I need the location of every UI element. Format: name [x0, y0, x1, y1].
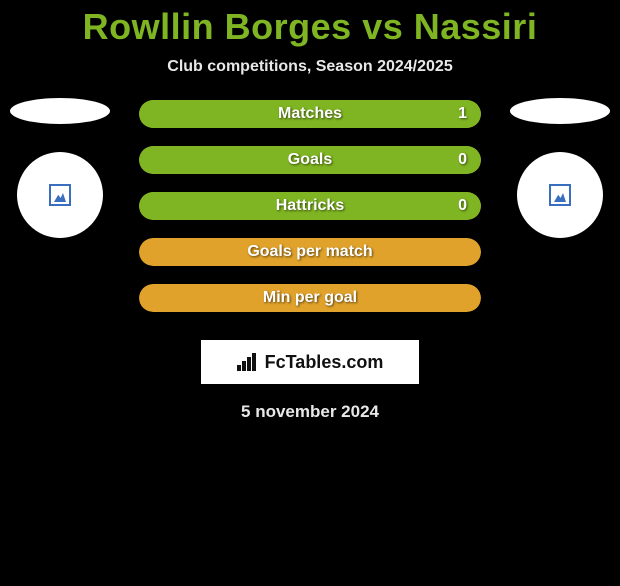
brand-logo-icon — [237, 353, 259, 371]
brand-badge[interactable]: FcTables.com — [201, 340, 419, 384]
disc-right — [510, 98, 610, 124]
stat-row-min-per-goal: Min per goal — [139, 284, 481, 312]
avatar-right — [517, 152, 603, 238]
avatar-left — [17, 152, 103, 238]
player-right — [510, 98, 610, 238]
stat-row-goals-per-match: Goals per match — [139, 238, 481, 266]
placeholder-icon — [549, 184, 571, 206]
page-title: Rowllin Borges vs Nassiri — [0, 6, 620, 48]
stat-label: Matches — [278, 105, 342, 123]
stat-value-right: 0 — [458, 197, 467, 215]
stat-label: Goals — [288, 151, 332, 169]
comparison-arena: Matches 1 Goals 0 Hattricks 0 Goals per … — [0, 98, 620, 312]
stat-label: Goals per match — [247, 243, 372, 261]
stat-row-matches: Matches 1 — [139, 100, 481, 128]
disc-left — [10, 98, 110, 124]
date-text: 5 november 2024 — [0, 402, 620, 422]
stat-row-goals: Goals 0 — [139, 146, 481, 174]
brand-text: FcTables.com — [265, 352, 384, 373]
stat-label: Hattricks — [276, 197, 344, 215]
stat-row-hattricks: Hattricks 0 — [139, 192, 481, 220]
stat-value-right: 0 — [458, 151, 467, 169]
placeholder-icon — [49, 184, 71, 206]
subtitle: Club competitions, Season 2024/2025 — [0, 58, 620, 76]
stat-label: Min per goal — [263, 289, 357, 307]
player-left — [10, 98, 110, 238]
stats-list: Matches 1 Goals 0 Hattricks 0 Goals per … — [139, 98, 481, 312]
stat-value-right: 1 — [458, 105, 467, 123]
